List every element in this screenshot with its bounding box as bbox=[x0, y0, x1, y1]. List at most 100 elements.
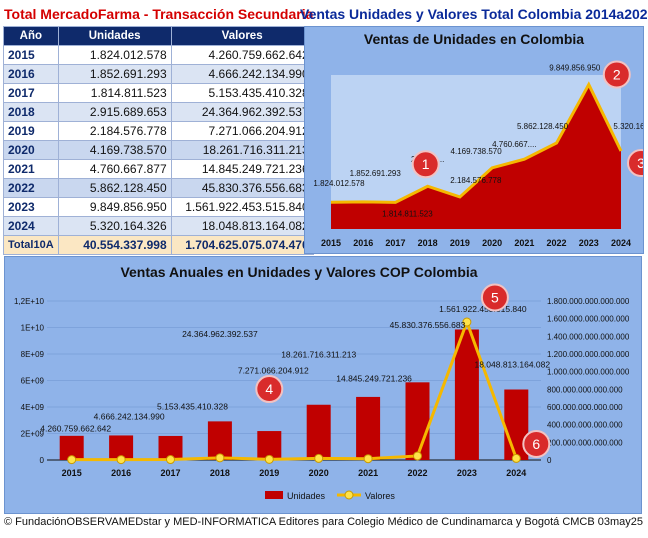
right-tick-label: 1.200.000.000.000.000 bbox=[547, 350, 630, 359]
data-label: 24.364.962.392.537 bbox=[182, 329, 258, 339]
left-tick-label: 6E+09 bbox=[21, 377, 45, 386]
data-label: 2.184.576.778 bbox=[450, 176, 502, 185]
data-label: 1.814.811.523 bbox=[382, 209, 433, 218]
right-tick-label: 600.000.000.000.000 bbox=[547, 403, 623, 412]
x-tick-label: 2024 bbox=[611, 238, 631, 248]
col-year: Año bbox=[3, 26, 59, 46]
marker-badge-label: 5 bbox=[491, 289, 499, 305]
data-label: 4.760.667.... bbox=[492, 140, 536, 149]
x-tick-label: 2023 bbox=[457, 468, 477, 478]
cell-year: 2024 bbox=[3, 216, 59, 236]
left-tick-label: 1E+10 bbox=[21, 324, 45, 333]
data-label: 1.824.012.578 bbox=[313, 179, 365, 188]
data-label: 5.862.128.450 bbox=[517, 122, 569, 131]
cell-units: 5.320.164.326 bbox=[57, 216, 172, 236]
chart-title: Ventas Anuales en Unidades y Valores COP… bbox=[120, 264, 477, 280]
table-row: 2020 4.169.738.570 18.261.716.311.213 bbox=[3, 140, 314, 160]
cell-year: 2020 bbox=[3, 140, 59, 160]
right-tick-label: 200.000.000.000.000 bbox=[547, 438, 623, 447]
area-series bbox=[331, 84, 621, 229]
right-tick-label: 1.800.000.000.000.000 bbox=[547, 297, 630, 306]
data-label: 4.260.759.662.642 bbox=[40, 424, 111, 434]
bar-unidades bbox=[454, 329, 479, 460]
cell-values: 1.561.922.453.515.840 bbox=[170, 197, 314, 217]
cell-values: 5.153.435.410.328 bbox=[170, 83, 314, 103]
marker-badge-label: 3 bbox=[637, 155, 643, 171]
left-tick-label: 2E+09 bbox=[21, 430, 45, 439]
marker-badge-label: 6 bbox=[532, 436, 540, 452]
cell-year: 2021 bbox=[3, 159, 59, 179]
x-tick-label: 2015 bbox=[62, 468, 82, 478]
table-row: 2019 2.184.576.778 7.271.066.204.912 bbox=[3, 121, 314, 141]
x-tick-label: 2020 bbox=[309, 468, 329, 478]
data-label: 4.169.738.570 bbox=[451, 147, 503, 156]
cell-values: 18.261.716.311.213 bbox=[170, 140, 314, 160]
x-tick-label: 2016 bbox=[353, 238, 373, 248]
cell-units: 9.849.856.950 bbox=[57, 197, 172, 217]
cell-values: 24.364.962.392.537 bbox=[170, 102, 314, 122]
table-row: 2024 5.320.164.326 18.048.813.164.082 bbox=[3, 216, 314, 236]
bar-unidades bbox=[356, 396, 381, 460]
cell-units: 4.169.738.570 bbox=[57, 140, 172, 160]
cell-values: 4.260.759.662.642 bbox=[170, 45, 314, 65]
combo-chart: Ventas Anuales en Unidades y Valores COP… bbox=[14, 264, 630, 501]
marker-badge bbox=[411, 150, 440, 179]
table-row: 2015 1.824.012.578 4.260.759.662.642 bbox=[3, 45, 314, 65]
data-label: 5.153.435.410.328 bbox=[157, 402, 228, 412]
point-valores bbox=[67, 455, 77, 465]
data-label: 7.271.066.204.912 bbox=[238, 365, 309, 375]
data-label: 5.320.164.326 bbox=[613, 122, 643, 131]
x-tick-label: 2018 bbox=[210, 468, 230, 478]
table-row: 2017 1.814.811.523 5.153.435.410.328 bbox=[3, 83, 314, 103]
x-tick-label: 2020 bbox=[482, 238, 502, 248]
point-valores bbox=[166, 455, 175, 465]
data-label: 4.666.242.134.990 bbox=[94, 412, 165, 422]
x-tick-label: 2022 bbox=[547, 238, 567, 248]
table-title: Total MercadoFarma - Transacción Secunda… bbox=[4, 6, 314, 22]
cell-values: 7.271.066.204.912 bbox=[170, 121, 314, 141]
point-valores bbox=[215, 453, 225, 463]
left-tick-label: 0 bbox=[40, 456, 45, 465]
legend-label-unidades: Unidades bbox=[287, 491, 326, 501]
data-label: 18.048.813.164.082 bbox=[474, 359, 550, 369]
cell-values: 45.830.376.556.683 bbox=[170, 178, 314, 198]
data-label: 18.261.716.311.213 bbox=[281, 349, 356, 359]
marker-badge bbox=[602, 60, 631, 89]
data-label: 14.845.249.721.236 bbox=[336, 374, 412, 384]
cell-total-label: Total10A bbox=[3, 235, 59, 255]
col-values: Valores bbox=[170, 26, 314, 46]
cell-year: 2015 bbox=[3, 45, 59, 65]
table-total-row: Total10A 40.554.337.998 1.704.625.075.074.… bbox=[3, 235, 314, 255]
point-valores bbox=[116, 455, 126, 465]
cell-units: 4.760.667.877 bbox=[57, 159, 172, 179]
point-valores bbox=[314, 453, 324, 463]
bar-unidades bbox=[405, 382, 430, 460]
point-valores bbox=[462, 317, 472, 327]
table-row: 2023 9.849.856.950 1.561.922.453.515.840 bbox=[3, 197, 314, 217]
cell-units: 2.184.576.778 bbox=[57, 121, 172, 141]
x-tick-label: 2021 bbox=[358, 468, 378, 478]
legend-swatch-unidades bbox=[265, 491, 283, 499]
right-tick-label: 400.000.000.000.000 bbox=[547, 421, 623, 430]
x-tick-label: 2023 bbox=[579, 238, 599, 248]
point-valores bbox=[264, 454, 274, 464]
x-tick-label: 2022 bbox=[407, 468, 427, 478]
combo-chart-panel: Ventas Anuales en Unidades y Valores COP… bbox=[4, 256, 642, 514]
right-tick-label: 800.000.000.000.000 bbox=[547, 385, 623, 394]
data-label: 45.830.376.556.683 bbox=[390, 320, 466, 330]
cell-year: 2019 bbox=[3, 121, 59, 141]
cell-total-values: 1.704.625.075.074.470 bbox=[170, 235, 314, 255]
marker-badge-label: 4 bbox=[265, 381, 273, 397]
table-row: 2022 5.862.128.450 45.830.376.556.683 bbox=[3, 178, 314, 198]
point-valores bbox=[363, 454, 373, 464]
cell-units: 1.814.811.523 bbox=[57, 83, 172, 103]
cell-units: 1.852.691.293 bbox=[57, 64, 172, 84]
cell-values: 14.845.249.721.236 bbox=[170, 159, 314, 179]
line-valores bbox=[71, 317, 518, 462]
data-label: 1.852.691.293 bbox=[350, 169, 402, 178]
right-tick-label: 0 bbox=[547, 456, 552, 465]
chart-title: Ventas de Unidades en Colombia bbox=[364, 31, 584, 47]
legend-point-valores bbox=[344, 490, 354, 500]
x-tick-label: 2015 bbox=[321, 238, 341, 248]
x-tick-label: 2024 bbox=[506, 468, 526, 478]
